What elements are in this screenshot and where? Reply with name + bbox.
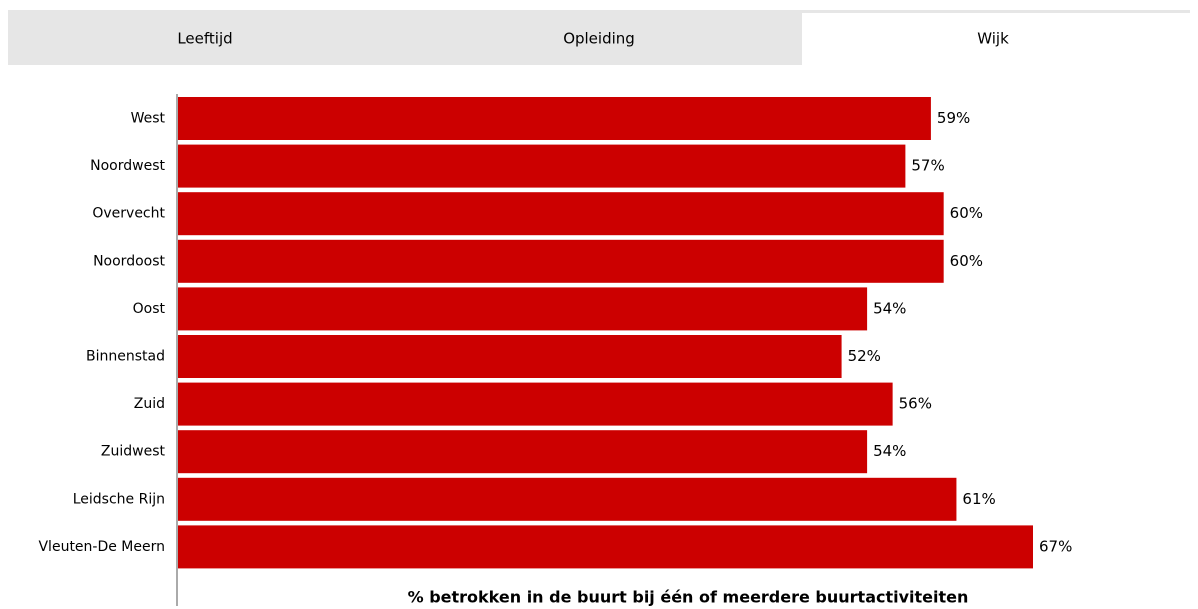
tab[interactable]: Wijk — [802, 13, 1190, 65]
bar — [178, 287, 868, 331]
category-label: Binnenstad — [86, 349, 165, 365]
value-label: 59% — [937, 109, 970, 127]
tab[interactable]: Leeftijd — [177, 30, 232, 48]
category-label: Oost — [133, 301, 166, 317]
bar — [178, 382, 893, 426]
tab-label: Opleiding — [563, 30, 635, 48]
value-label: 54% — [873, 299, 906, 317]
value-label: 61% — [962, 490, 995, 508]
tab-label: Wijk — [977, 30, 1009, 48]
bar — [178, 239, 944, 283]
value-label: 60% — [950, 204, 983, 222]
bar — [178, 477, 957, 521]
category-label: Vleuten-De Meern — [38, 539, 165, 555]
value-label: 54% — [873, 442, 906, 460]
value-label: 57% — [911, 157, 944, 175]
bar — [178, 97, 931, 140]
value-label: 52% — [848, 347, 881, 365]
tab-bar: Leeftijd Opleiding Wijk — [8, 10, 1190, 65]
category-label: Noordwest — [90, 158, 165, 174]
tab[interactable]: Opleiding — [563, 30, 635, 48]
category-label: Leidsche Rijn — [73, 491, 165, 507]
value-label: 67% — [1039, 537, 1072, 555]
value-label: 60% — [950, 252, 983, 270]
value-label: 56% — [899, 395, 932, 413]
x-axis-title: % betrokken in de buurt bij één of meerd… — [408, 588, 969, 607]
active-tab-bg — [802, 13, 1190, 65]
category-label: Noordoost — [93, 253, 165, 269]
bar — [178, 525, 1033, 569]
category-label: Zuidwest — [101, 444, 166, 460]
chart: % betrokken in de buurt bij één of meerd… — [38, 94, 1072, 607]
category-label: West — [131, 111, 166, 127]
bar — [178, 335, 842, 378]
bar — [178, 144, 906, 188]
tab-label: Leeftijd — [177, 30, 232, 48]
bar — [178, 192, 944, 236]
category-label: Overvecht — [92, 206, 165, 222]
category-label: Zuid — [134, 396, 165, 412]
bar — [178, 430, 868, 474]
